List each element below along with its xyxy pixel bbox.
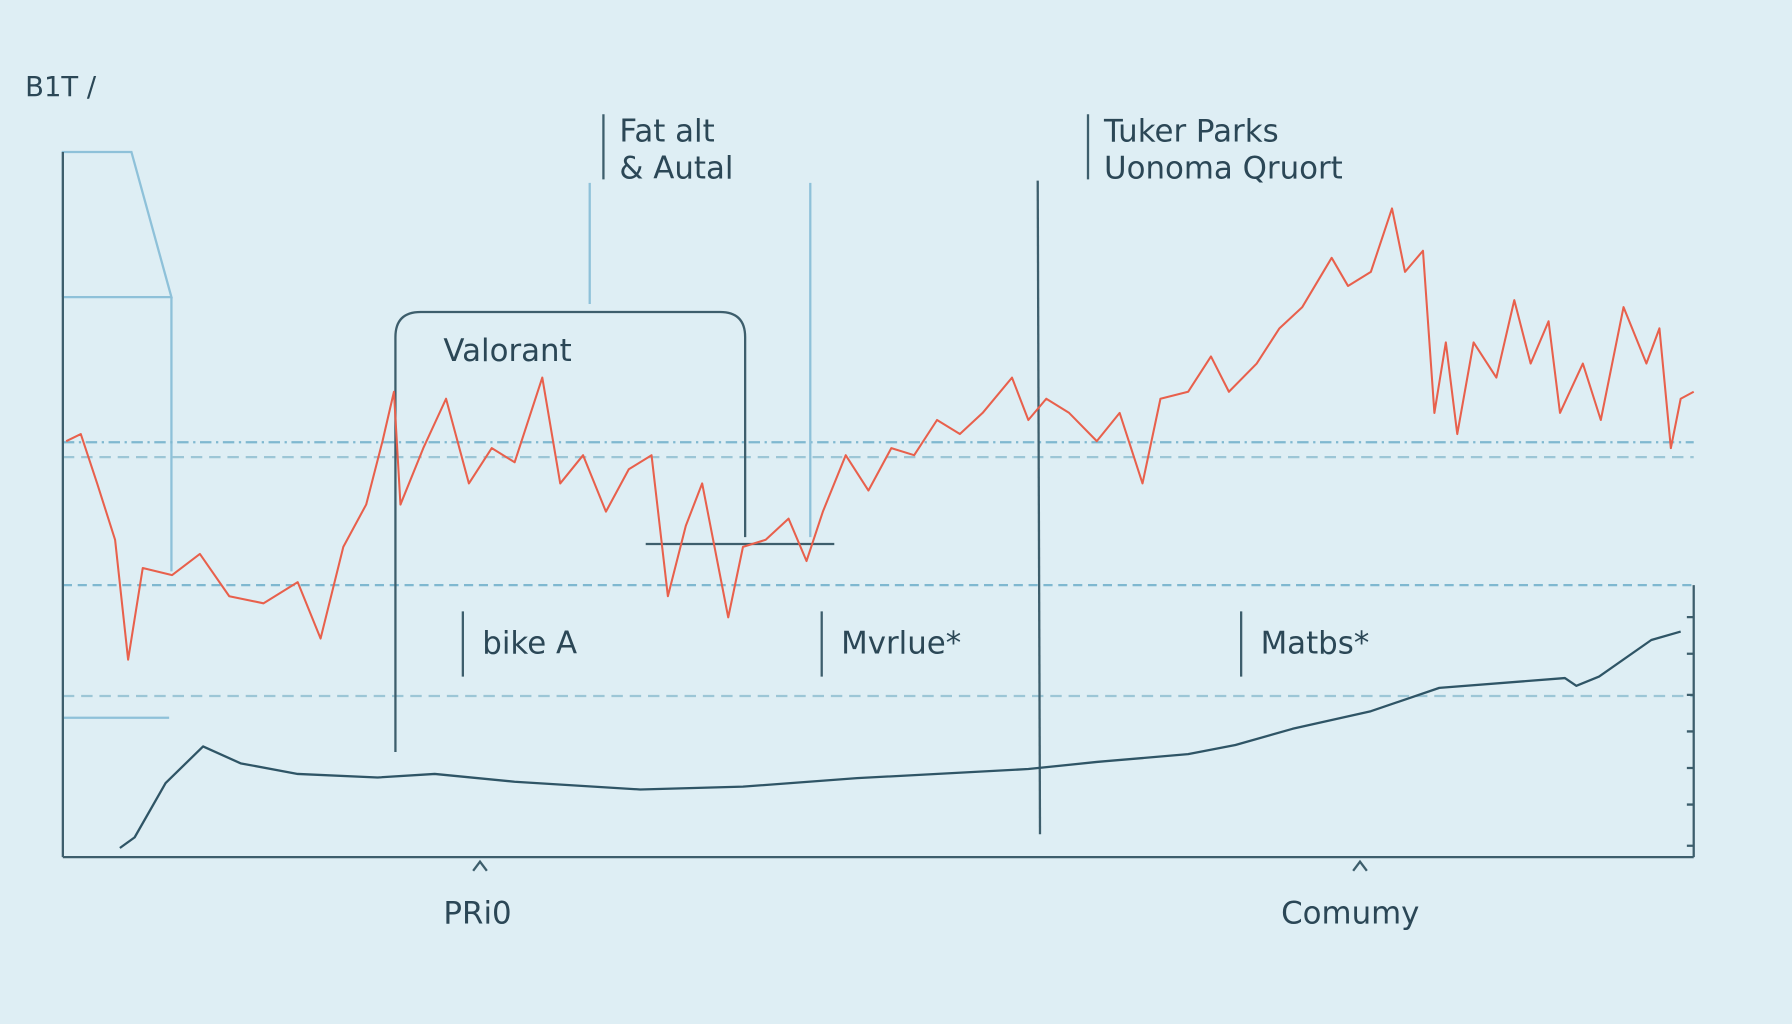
annotation: Matbs* [1261,626,1370,662]
annotation: Tuker Parks [1103,114,1279,150]
series-line [65,207,1695,661]
x-marker-label: PRi0 [443,895,511,931]
label-bars [461,114,1243,677]
x-marker-label: Comumy [1281,895,1419,931]
plot [65,207,1695,849]
annotation: bike A [482,626,577,662]
annotation: Uonoma Qruort [1104,150,1343,186]
annotation: & Autal [619,150,733,186]
annotation: Valorant [443,333,571,369]
marker-line [1036,180,1042,835]
series-line [119,630,1682,849]
decorations [61,114,1695,872]
annotation: Mvrlue* [841,626,961,662]
annotation: Fat alt [619,114,714,150]
axis-ticks [1686,616,1694,847]
chart-title: B1T / [25,72,97,103]
carets [472,859,1368,872]
bracket [394,310,747,752]
